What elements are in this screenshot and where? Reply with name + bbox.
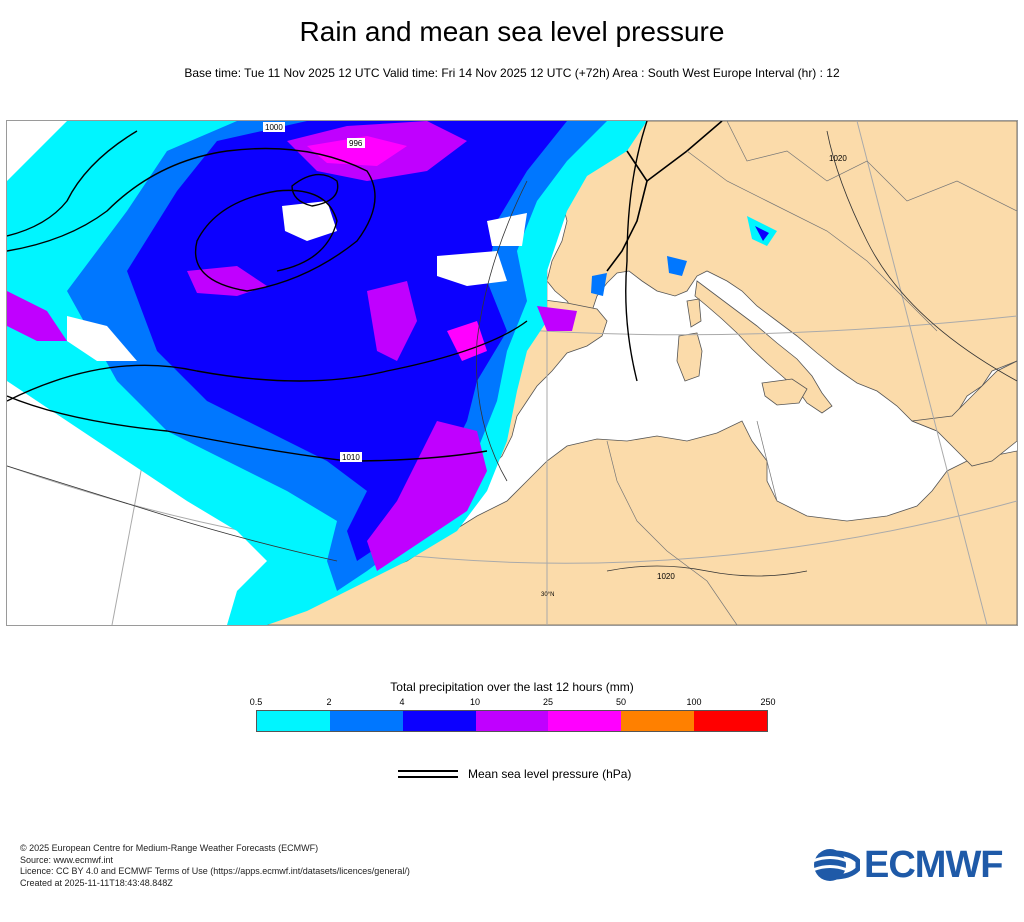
- isobar-label: 996: [349, 139, 363, 148]
- isobar-label-bg: [347, 138, 365, 148]
- isobar-label: 1010: [342, 453, 360, 462]
- ecmwf-logo-icon: [814, 849, 860, 881]
- chart-title: Rain and mean sea level pressure: [299, 16, 725, 47]
- legend-tick: 100: [686, 697, 702, 707]
- licence-text: Licence: CC BY 4.0 and ECMWF Terms of Us…: [20, 866, 410, 876]
- land-corsica: [686, 298, 702, 328]
- isobar-label: 1020: [657, 572, 675, 581]
- isobar-label-bg: [263, 122, 285, 132]
- legend-swatch: [694, 711, 768, 731]
- ecmwf-logo-text: ECMWF: [864, 843, 1004, 886]
- precipitation-field: [7, 121, 777, 625]
- legend-tick: 2: [326, 697, 332, 707]
- legend-swatch: [548, 711, 622, 731]
- isobar-label: 1020: [829, 154, 847, 163]
- legend-color-bar: [256, 710, 768, 732]
- land-sardinia: [676, 332, 703, 382]
- weather-map[interactable]: 1000 996 1010 1020 1020 30°N: [6, 120, 1018, 626]
- isobar-label: 1000: [265, 123, 283, 132]
- land-sicily: [761, 378, 808, 406]
- chart-subtitle: Base time: Tue 11 Nov 2025 12 UTC Valid …: [184, 66, 840, 80]
- created-text: Created at 2025-11-11T18:43:48.848Z: [20, 877, 173, 888]
- legend-swatch: [402, 711, 476, 731]
- footer-credits: © 2025 European Centre for Medium-Range …: [20, 843, 410, 889]
- isobars: [7, 121, 648, 462]
- isobar-label-group: 1000 996 1010 1020 1020 30°N: [263, 122, 847, 598]
- isobars-minor: [7, 130, 1017, 577]
- isobar-label-bg: [340, 452, 362, 462]
- legend-tick: 4: [399, 697, 405, 707]
- graticule-label: 30°N: [541, 592, 554, 598]
- land-italy: [694, 280, 833, 414]
- legend-swatch: [475, 711, 549, 731]
- legend-tick: 25: [542, 697, 554, 707]
- minor-borders: [606, 121, 1017, 625]
- legend-tick: 0.5: [249, 697, 263, 707]
- land-greece: [911, 360, 1017, 467]
- map-canvas: 1000 996 1010 1020 1020 30°N: [7, 121, 1017, 625]
- legend-swatch: [621, 711, 695, 731]
- source-text: Source: www.ecmwf.int: [20, 854, 114, 865]
- legend-tick: 10: [469, 697, 481, 707]
- ecmwf-logo[interactable]: ECMWF: [812, 843, 1004, 886]
- legend-swatch: [257, 711, 330, 731]
- legend-swatch: [329, 711, 403, 731]
- legend-tick: 250: [760, 697, 776, 707]
- legend-tick: 50: [615, 697, 627, 707]
- copyright-text: © 2025 European Centre for Medium-Range …: [20, 843, 319, 853]
- legend-title: Total precipitation over the last 12 hou…: [390, 680, 634, 694]
- mslp-legend-label: Mean sea level pressure (hPa): [468, 767, 632, 781]
- mslp-legend-line: [398, 770, 458, 778]
